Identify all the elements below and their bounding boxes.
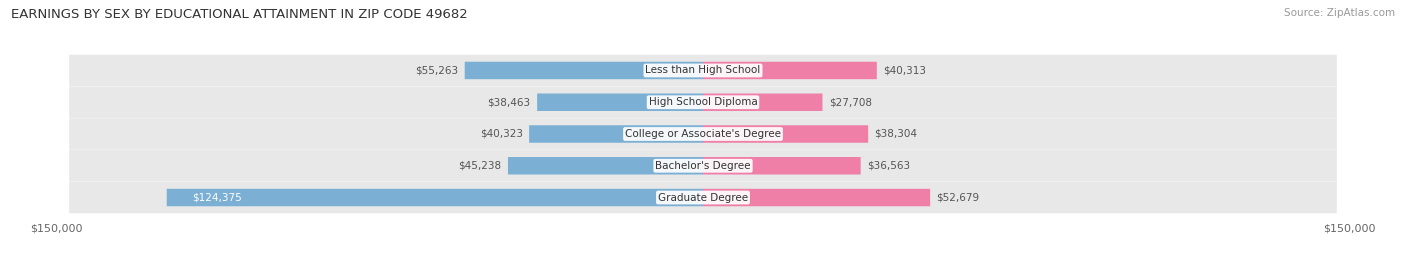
- Text: $52,679: $52,679: [936, 192, 980, 203]
- Text: High School Diploma: High School Diploma: [648, 97, 758, 107]
- Text: EARNINGS BY SEX BY EDUCATIONAL ATTAINMENT IN ZIP CODE 49682: EARNINGS BY SEX BY EDUCATIONAL ATTAINMEN…: [11, 8, 468, 21]
- Text: Less than High School: Less than High School: [645, 65, 761, 76]
- FancyBboxPatch shape: [703, 125, 868, 143]
- FancyBboxPatch shape: [703, 189, 931, 206]
- FancyBboxPatch shape: [508, 157, 703, 174]
- FancyBboxPatch shape: [69, 118, 1337, 150]
- FancyBboxPatch shape: [537, 94, 703, 111]
- Text: $45,238: $45,238: [458, 161, 502, 171]
- Text: $40,323: $40,323: [479, 129, 523, 139]
- FancyBboxPatch shape: [167, 189, 703, 206]
- Text: College or Associate's Degree: College or Associate's Degree: [626, 129, 780, 139]
- FancyBboxPatch shape: [703, 62, 877, 79]
- Text: Graduate Degree: Graduate Degree: [658, 192, 748, 203]
- FancyBboxPatch shape: [703, 157, 860, 174]
- Text: Source: ZipAtlas.com: Source: ZipAtlas.com: [1284, 8, 1395, 18]
- Text: Bachelor's Degree: Bachelor's Degree: [655, 161, 751, 171]
- FancyBboxPatch shape: [69, 150, 1337, 181]
- FancyBboxPatch shape: [69, 87, 1337, 118]
- Text: $55,263: $55,263: [415, 65, 458, 76]
- Text: $124,375: $124,375: [193, 192, 242, 203]
- FancyBboxPatch shape: [703, 94, 823, 111]
- Text: $27,708: $27,708: [830, 97, 872, 107]
- Text: $36,563: $36,563: [868, 161, 910, 171]
- FancyBboxPatch shape: [465, 62, 703, 79]
- FancyBboxPatch shape: [529, 125, 703, 143]
- Text: $38,304: $38,304: [875, 129, 918, 139]
- Text: $38,463: $38,463: [488, 97, 530, 107]
- Text: $40,313: $40,313: [883, 65, 927, 76]
- FancyBboxPatch shape: [69, 182, 1337, 213]
- FancyBboxPatch shape: [69, 55, 1337, 86]
